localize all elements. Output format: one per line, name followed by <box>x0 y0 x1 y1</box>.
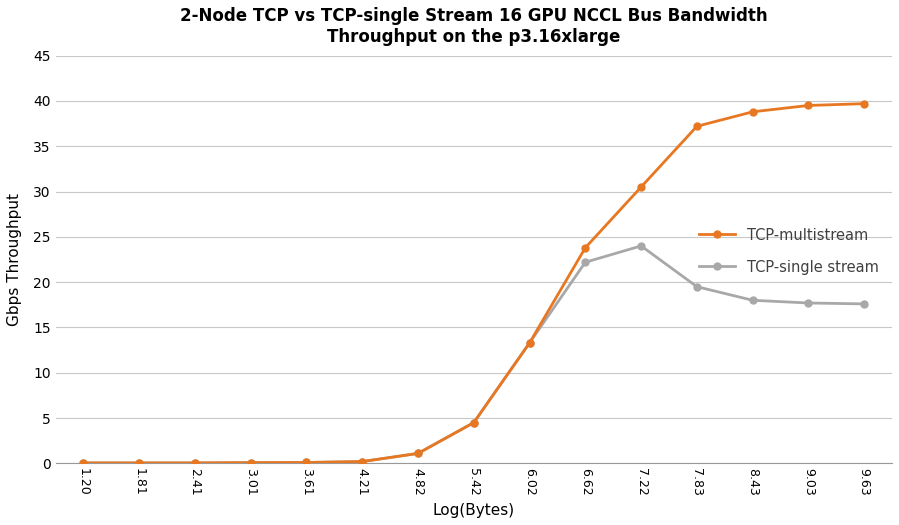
TCP-multistream <box>78 460 89 466</box>
TCP-multistream <box>301 459 312 466</box>
TCP-single stream <box>691 284 702 290</box>
Y-axis label: Gbps Throughput: Gbps Throughput <box>7 193 22 326</box>
TCP-multistream <box>413 450 423 457</box>
TCP-multistream <box>134 460 145 466</box>
TCP-multistream <box>190 460 200 466</box>
TCP-single stream <box>245 459 256 466</box>
TCP-multistream <box>859 100 869 107</box>
Line: TCP-multistream: TCP-multistream <box>80 100 868 466</box>
TCP-multistream <box>580 245 591 251</box>
TCP-multistream <box>691 123 702 130</box>
TCP-multistream <box>524 340 535 346</box>
TCP-multistream <box>357 458 368 465</box>
TCP-multistream <box>468 419 479 426</box>
Legend: TCP-multistream, TCP-single stream: TCP-multistream, TCP-single stream <box>693 222 885 281</box>
Line: TCP-single stream: TCP-single stream <box>80 243 868 466</box>
TCP-multistream <box>747 109 758 115</box>
TCP-single stream <box>803 300 814 306</box>
TCP-single stream <box>747 297 758 303</box>
TCP-single stream <box>580 259 591 265</box>
TCP-multistream <box>803 102 814 109</box>
TCP-single stream <box>301 459 312 466</box>
TCP-single stream <box>413 450 423 457</box>
TCP-multistream <box>636 184 646 190</box>
TCP-single stream <box>859 301 869 307</box>
X-axis label: Log(Bytes): Log(Bytes) <box>432 503 515 518</box>
Title: 2-Node TCP vs TCP-single Stream 16 GPU NCCL Bus Bandwidth
Throughput on the p3.1: 2-Node TCP vs TCP-single Stream 16 GPU N… <box>180 7 768 46</box>
TCP-single stream <box>636 243 646 249</box>
TCP-multistream <box>245 459 256 466</box>
TCP-single stream <box>134 460 145 466</box>
TCP-single stream <box>190 460 200 466</box>
TCP-single stream <box>524 340 535 346</box>
TCP-single stream <box>78 460 89 466</box>
TCP-single stream <box>468 419 479 426</box>
TCP-single stream <box>357 458 368 465</box>
